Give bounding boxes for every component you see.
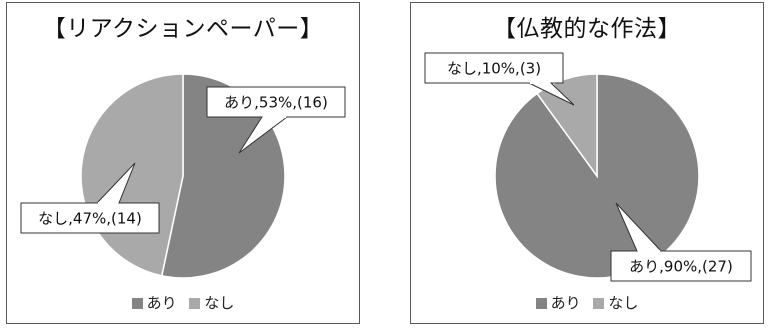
chart-panel-reaction-paper: 【リアクションペーパー】 あり,53%,(16) なし,47%,(14) あり な… [6, 2, 360, 324]
legend-label-ari: あり [550, 294, 581, 312]
chart-title: 【仏教的な作法】 [493, 16, 681, 42]
pie-slice-nashi [80, 73, 184, 277]
legend-label-ari: あり [146, 294, 177, 312]
data-label-text: あり,53%,(16) [224, 94, 328, 112]
data-label-callout-nashi: なし,10%,(3) [424, 52, 575, 106]
data-label-text: なし,47%,(14) [38, 210, 142, 228]
legend-label-nashi: なし [608, 294, 639, 312]
pie-slices [80, 73, 286, 279]
legend-item-ari: あり [535, 292, 581, 313]
data-label-text: あり,90%,(27) [629, 258, 733, 276]
legend-item-nashi: なし [189, 292, 234, 313]
data-label-callout-ari: あり,90%,(27) [610, 202, 752, 282]
legend-swatch-ari [535, 298, 547, 309]
pie-chart-svg: あり,90%,(27) なし,10%,(3) [424, 52, 752, 282]
legend-swatch-ari [131, 298, 143, 309]
pie-slice-nashi [535, 73, 598, 179]
pie-chart-svg: あり,53%,(16) なし,47%,(14) [20, 73, 346, 279]
legend-swatch-nashi [189, 298, 201, 309]
chart-legend: あり なし [411, 292, 763, 313]
data-label-callout-nashi: なし,47%,(14) [20, 162, 160, 234]
legend-item-nashi: なし [593, 292, 638, 313]
pie-slices [494, 73, 700, 279]
chart-legend: あり なし [7, 292, 359, 313]
data-label-text: なし,10%,(3) [447, 60, 541, 78]
legend-label-nashi: なし [204, 294, 235, 312]
data-label-callout-ari: あり,53%,(16) [206, 86, 346, 154]
chart-title: 【リアクションペーパー】 [42, 16, 324, 42]
legend-item-ari: あり [131, 292, 177, 313]
chart-panel-buddhist-manners: 【仏教的な作法】 あり,90%,(27) なし,10%,(3) あり なし [410, 2, 764, 324]
legend-swatch-nashi [593, 298, 605, 309]
pie-slice-ari [160, 73, 286, 279]
